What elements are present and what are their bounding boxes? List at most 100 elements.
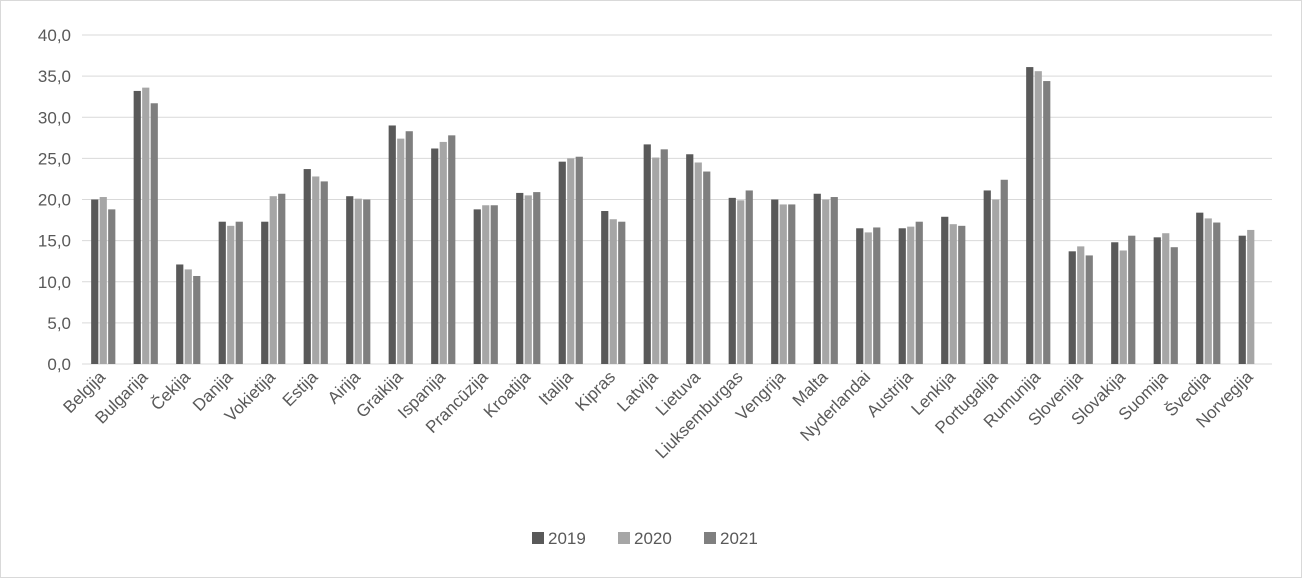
bar-2020 (269, 196, 277, 364)
bar-2021 (830, 197, 838, 364)
bar-2020 (567, 158, 575, 364)
y-tick-label: 10,0 (38, 273, 71, 292)
y-tick-label: 30,0 (38, 108, 71, 127)
bar-2020 (99, 197, 107, 364)
bar-2019 (133, 90, 141, 365)
x-tick-label: Čekija (147, 367, 194, 414)
bar-2021 (1170, 247, 1178, 364)
bar-2021 (958, 225, 966, 364)
bar-2019 (813, 193, 821, 364)
bar-2021 (745, 190, 753, 364)
bar-2021 (660, 149, 668, 364)
legend-label: 2021 (720, 529, 758, 548)
bar-2021 (618, 221, 626, 364)
gridlines (82, 34, 1272, 365)
bar-2020 (312, 176, 320, 364)
bar-2019 (346, 196, 354, 364)
bar-2020 (1119, 250, 1127, 364)
bar-2020 (397, 138, 405, 364)
bar-2021 (788, 204, 796, 364)
bar-2019 (473, 209, 481, 364)
bar-2019 (431, 148, 439, 364)
bar-2021 (363, 199, 371, 364)
bar-2019 (856, 228, 864, 364)
y-tick-label: 40,0 (38, 26, 71, 45)
bar-2020 (864, 232, 872, 364)
bar-2020 (1204, 218, 1212, 364)
bar-2021 (1213, 222, 1221, 364)
bar-2019 (516, 192, 524, 364)
y-tick-label: 5,0 (47, 314, 71, 333)
bar-2019 (558, 161, 566, 364)
y-tick-label: 15,0 (38, 232, 71, 251)
bar-2019 (261, 221, 269, 364)
bar-2020 (949, 224, 957, 364)
legend-label: 2019 (548, 529, 586, 548)
bar-2021 (235, 221, 243, 364)
bar-2020 (1162, 233, 1170, 364)
bar-2019 (686, 154, 694, 364)
bar-2021 (448, 135, 456, 364)
x-tick-label: Austrija (863, 367, 917, 421)
bar-2019 (303, 169, 311, 364)
bar-2019 (728, 197, 736, 364)
bar-2019 (218, 221, 226, 364)
bars (91, 67, 1255, 365)
bar-2021 (405, 131, 413, 364)
y-tick-label: 35,0 (38, 67, 71, 86)
bar-2019 (601, 211, 609, 364)
bar-2021 (1043, 81, 1051, 364)
bar-2020 (354, 198, 362, 364)
x-tick-label: Italija (535, 367, 577, 409)
bar-2021 (1128, 235, 1136, 364)
y-tick-label: 0,0 (47, 355, 71, 374)
bar-2020 (1077, 246, 1085, 364)
bar-2019 (898, 228, 906, 364)
bar-2020 (992, 199, 1000, 364)
bar-2019 (771, 199, 779, 364)
bar-2020 (822, 199, 830, 364)
bar-2019 (941, 216, 949, 364)
bar-2021 (108, 209, 116, 364)
bar-2020 (524, 195, 532, 364)
bar-2020 (779, 204, 787, 364)
bar-2021 (575, 156, 583, 364)
legend-label: 2020 (634, 529, 672, 548)
bar-2021 (1000, 179, 1008, 364)
bar-2019 (91, 199, 99, 364)
bar-2020 (184, 269, 192, 364)
bar-2021 (1085, 255, 1093, 364)
y-tick-label: 20,0 (38, 191, 71, 210)
bar-2020 (737, 200, 745, 364)
bar-2019 (1068, 251, 1076, 364)
bar-2019 (643, 144, 651, 364)
bar-2020 (694, 162, 702, 364)
bar-2021 (150, 103, 158, 364)
bar-2019 (1026, 67, 1034, 364)
bar-2019 (1153, 237, 1161, 364)
bar-2019 (1196, 212, 1204, 364)
bar-2020 (439, 141, 447, 364)
bar-2020 (482, 205, 490, 364)
bar-2021 (873, 227, 881, 364)
bar-2021 (915, 221, 923, 364)
bar-2019 (983, 190, 991, 364)
bar-2021 (320, 181, 328, 364)
bar-2020 (1034, 71, 1042, 364)
bar-2021 (278, 193, 286, 364)
bar-2020 (652, 157, 660, 364)
bar-2020 (142, 87, 150, 364)
x-tick-label: Kroatija (480, 367, 535, 422)
y-axis-ticks: 0,0 5,0 10,0 15,0 20,0 25,0 30,0 35,0 40,0 (38, 26, 71, 374)
bar-2019 (1111, 242, 1119, 364)
legend: 2019 2020 2021 (532, 529, 758, 548)
bar-2020 (907, 226, 915, 364)
bar-2020 (609, 219, 617, 364)
bar-2019 (1238, 235, 1246, 364)
legend-swatch-2021 (704, 532, 716, 544)
x-tick-label: Kipras (572, 367, 620, 415)
y-tick-label: 25,0 (38, 149, 71, 168)
bar-2020 (227, 225, 235, 364)
